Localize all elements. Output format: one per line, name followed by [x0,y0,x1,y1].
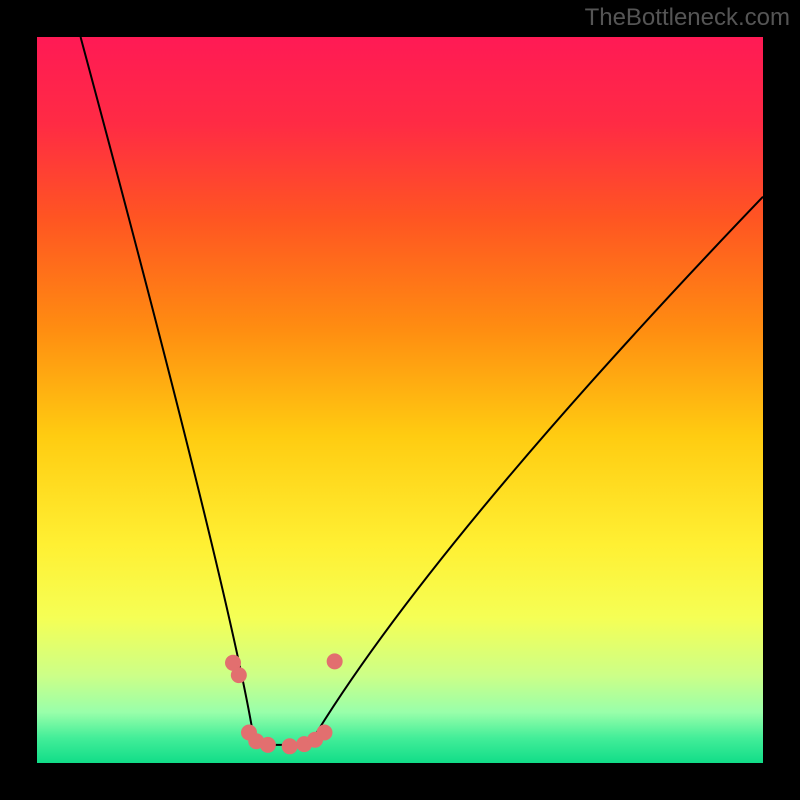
curve-marker [231,667,247,683]
chart-root: TheBottleneck.com [0,0,800,800]
curve-marker [282,738,298,754]
curve-marker [260,737,276,753]
curve-marker [316,725,332,741]
watermark-text: TheBottleneck.com [585,4,790,32]
bottleneck-chart-svg [0,0,800,800]
curve-marker [327,653,343,669]
plot-background [37,37,763,763]
